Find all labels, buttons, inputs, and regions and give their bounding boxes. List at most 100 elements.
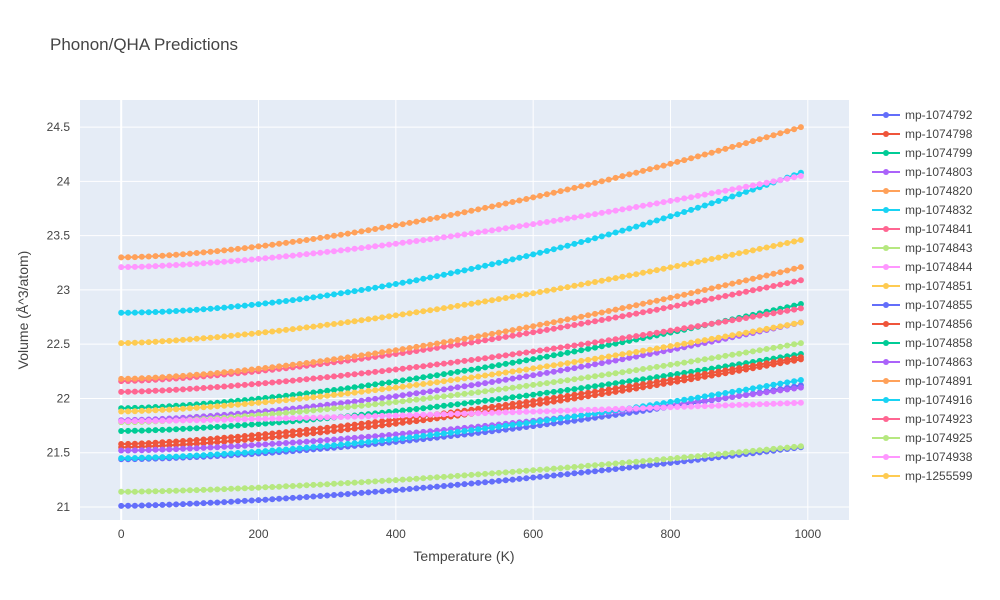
data-point xyxy=(173,453,180,460)
series-mp-1074799 xyxy=(118,351,804,434)
legend-item[interactable]: mp-1074938 xyxy=(872,450,973,464)
data-point xyxy=(516,400,523,406)
data-point xyxy=(331,423,337,430)
data-point xyxy=(434,431,440,438)
data-point xyxy=(791,341,798,348)
data-point xyxy=(296,427,303,434)
data-point xyxy=(461,383,468,390)
data-point xyxy=(434,372,440,379)
legend-item[interactable]: mp-1074916 xyxy=(872,393,973,407)
data-point xyxy=(585,345,592,352)
legend-item[interactable]: mp-1074843 xyxy=(872,241,973,255)
data-point xyxy=(633,463,640,470)
data-point xyxy=(344,390,351,397)
data-point xyxy=(255,330,262,336)
data-point xyxy=(564,284,571,291)
data-point xyxy=(550,388,557,395)
data-point xyxy=(200,486,207,493)
data-point xyxy=(406,430,413,437)
data-point xyxy=(255,365,262,372)
data-point xyxy=(221,486,228,493)
data-point xyxy=(667,294,674,301)
data-point xyxy=(495,409,502,416)
data-point xyxy=(406,486,413,492)
data-point xyxy=(523,324,530,331)
data-point xyxy=(372,387,379,394)
data-point xyxy=(207,370,214,377)
legend-item[interactable]: mp-1074858 xyxy=(872,336,973,350)
data-point xyxy=(523,349,530,356)
legend-item[interactable]: mp-1074832 xyxy=(872,203,973,217)
data-point xyxy=(317,293,324,300)
data-point xyxy=(386,223,392,230)
data-point xyxy=(228,498,235,505)
legend: mp-1074792 mp-1074798 mp-1074799 mp-1074803… xyxy=(872,108,973,483)
data-point xyxy=(688,395,695,402)
legend-item[interactable]: mp-1074798 xyxy=(872,127,973,141)
data-point xyxy=(633,382,640,389)
data-point xyxy=(262,395,269,401)
data-point xyxy=(701,151,708,158)
legend-item[interactable]: mp-1074841 xyxy=(872,222,973,236)
data-point xyxy=(358,388,365,395)
legend-item[interactable]: mp-1074923 xyxy=(872,412,973,426)
legend-item[interactable]: mp-1074792 xyxy=(872,108,973,122)
data-point xyxy=(447,270,454,277)
data-point xyxy=(166,453,173,460)
series-line xyxy=(121,175,802,269)
data-point xyxy=(564,464,571,471)
data-point xyxy=(585,312,592,319)
data-point xyxy=(495,353,502,360)
legend-item[interactable]: mp-1074803 xyxy=(872,165,973,179)
data-point xyxy=(626,405,633,412)
data-point xyxy=(331,480,337,487)
data-point xyxy=(777,281,784,288)
data-point xyxy=(777,323,784,330)
data-point xyxy=(406,238,413,245)
data-point xyxy=(420,417,427,424)
data-point xyxy=(214,486,221,493)
data-point xyxy=(310,414,317,421)
data-point xyxy=(509,351,516,358)
data-point xyxy=(166,438,173,445)
data-point xyxy=(372,413,379,420)
legend-item[interactable]: mp-1074851 xyxy=(872,279,973,293)
data-point xyxy=(317,322,324,329)
data-point xyxy=(358,479,365,486)
data-point xyxy=(653,267,660,274)
legend-item[interactable]: mp-1074925 xyxy=(872,431,973,445)
legend-item[interactable]: mp-1074799 xyxy=(872,146,973,160)
data-point xyxy=(331,436,337,443)
data-point xyxy=(530,221,537,228)
data-point xyxy=(564,343,571,350)
legend-item[interactable]: mp-1255599 xyxy=(872,469,973,483)
data-point xyxy=(571,413,578,420)
legend-item[interactable]: mp-1074891 xyxy=(872,374,973,388)
data-point xyxy=(475,338,482,345)
data-point xyxy=(523,382,530,389)
data-point xyxy=(777,177,784,184)
legend-item[interactable]: mp-1074820 xyxy=(872,184,973,198)
data-point xyxy=(344,413,351,420)
data-point xyxy=(502,385,509,392)
data-point xyxy=(125,340,132,346)
data-point xyxy=(640,332,646,338)
data-point xyxy=(784,379,791,386)
data-point xyxy=(324,233,331,240)
data-point xyxy=(660,305,667,312)
data-point xyxy=(269,440,276,447)
data-point xyxy=(646,462,653,469)
legend-item[interactable]: mp-1074856 xyxy=(872,317,973,331)
data-point xyxy=(427,373,434,380)
series-line xyxy=(121,307,802,393)
data-point xyxy=(564,387,571,393)
data-point xyxy=(619,313,626,320)
data-point xyxy=(791,378,798,385)
data-point xyxy=(283,397,289,404)
legend-item[interactable]: mp-1074863 xyxy=(872,355,973,369)
data-point xyxy=(118,254,125,261)
legend-item[interactable]: mp-1074844 xyxy=(872,260,973,274)
data-point xyxy=(159,387,166,394)
legend-item[interactable]: mp-1074855 xyxy=(872,298,973,312)
data-point xyxy=(681,195,688,202)
